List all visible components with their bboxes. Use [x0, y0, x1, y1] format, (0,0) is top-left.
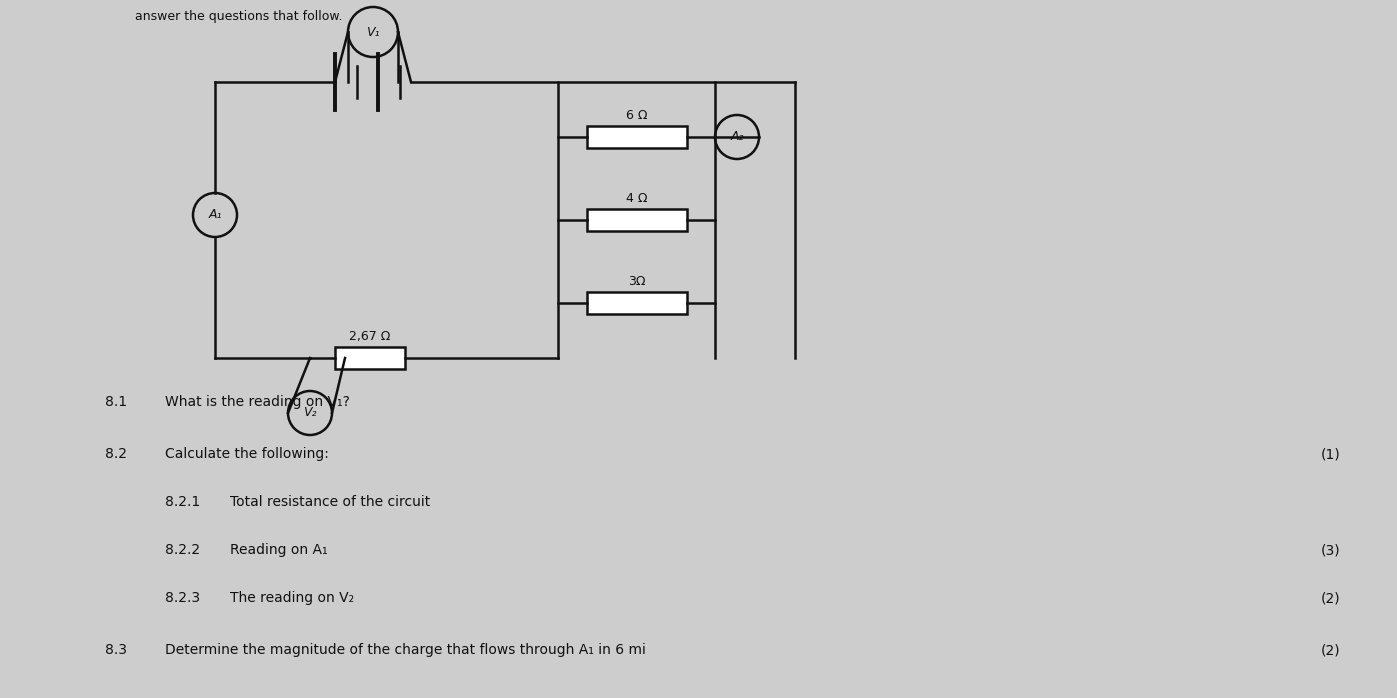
Text: 8.2.2: 8.2.2	[165, 543, 200, 557]
Text: 8.2: 8.2	[105, 447, 127, 461]
Text: 4 Ω: 4 Ω	[626, 192, 647, 205]
Bar	[587, 209, 686, 231]
Text: 8.2.3: 8.2.3	[165, 591, 200, 605]
Text: 8.3: 8.3	[105, 643, 127, 657]
Text: 3Ω: 3Ω	[627, 275, 645, 288]
Text: Calculate the following:: Calculate the following:	[165, 447, 328, 461]
Text: 6 Ω: 6 Ω	[626, 109, 647, 122]
Text: Total resistance of the circuit: Total resistance of the circuit	[231, 495, 430, 509]
Text: 8.2.1: 8.2.1	[165, 495, 200, 509]
Text: answer the questions that follow.: answer the questions that follow.	[136, 10, 342, 23]
Text: 8.1: 8.1	[105, 395, 127, 409]
Text: (1): (1)	[1320, 447, 1340, 461]
Bar	[587, 292, 686, 314]
Text: (2): (2)	[1320, 643, 1340, 657]
Text: Determine the magnitude of the charge that flows through A₁ in 6 mi: Determine the magnitude of the charge th…	[165, 643, 645, 657]
Text: (3): (3)	[1320, 543, 1340, 557]
Text: What is the reading on V₁?: What is the reading on V₁?	[165, 395, 349, 409]
Text: V₂: V₂	[303, 406, 317, 419]
Text: Reading on A₁: Reading on A₁	[231, 543, 328, 557]
Text: The reading on V₂: The reading on V₂	[231, 591, 353, 605]
Bar	[335, 347, 405, 369]
Text: A₁: A₁	[208, 209, 222, 221]
Text: V₁: V₁	[366, 26, 380, 38]
Bar	[587, 126, 686, 148]
Text: A₂: A₂	[731, 131, 743, 144]
Text: 2,67 Ω: 2,67 Ω	[349, 330, 391, 343]
Text: (2): (2)	[1320, 591, 1340, 605]
